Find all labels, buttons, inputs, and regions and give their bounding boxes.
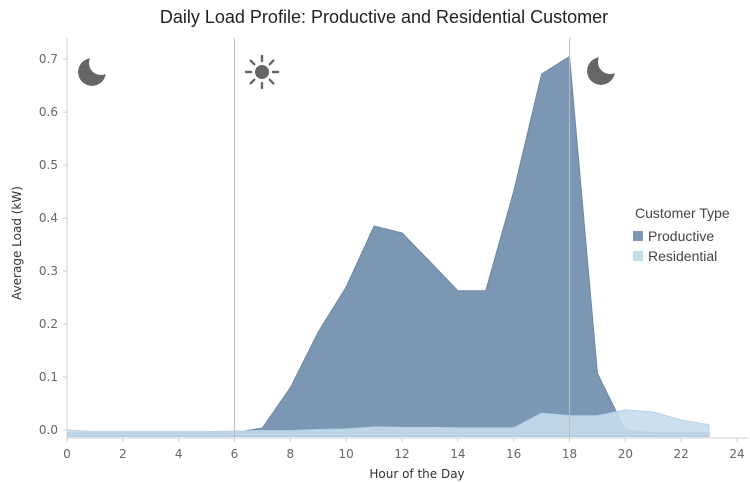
legend-label-residential: Residential: [648, 248, 717, 264]
legend-title: Customer Type: [635, 205, 730, 221]
y-tick-label: 0.5: [39, 158, 58, 172]
x-tick-label: 18: [562, 447, 577, 461]
sun-icon: [244, 54, 280, 90]
areas: [66, 55, 710, 437]
y-axis-title: Average Load (kW): [10, 186, 24, 300]
x-tick-label: 2: [119, 447, 127, 461]
legend-swatch-residential: [633, 251, 643, 261]
x-tick-label: 16: [506, 447, 521, 461]
y-tick-label: 0.4: [39, 211, 58, 225]
x-tick-label: 20: [618, 447, 633, 461]
x-tick-label: 22: [674, 447, 689, 461]
x-tick-label: 6: [231, 447, 239, 461]
y-tick-label: 0.7: [39, 52, 58, 66]
x-tick-label: 10: [339, 447, 354, 461]
y-tick-label: 0.6: [39, 105, 58, 119]
area-residential: [66, 409, 710, 437]
y-tick-label: 0.1: [39, 370, 58, 384]
y-tick-label: 0.2: [39, 317, 58, 331]
moon-icon: [587, 57, 615, 85]
legend: Customer Type Productive Residential: [633, 205, 730, 264]
moon-icon: [78, 58, 106, 86]
x-axis-title: Hour of the Day: [369, 467, 464, 481]
x-ticks: 0 2 4 6 8 10 12 14 16 18 20 22 24: [63, 438, 745, 461]
y-ticks: 0.0 0.1 0.2 0.3 0.4 0.5 0.6 0.7: [39, 52, 67, 437]
x-tick-label: 24: [729, 447, 744, 461]
legend-label-productive: Productive: [648, 228, 714, 244]
x-tick-label: 12: [394, 447, 409, 461]
reference-lines: [234, 38, 570, 438]
x-tick-label: 0: [63, 447, 71, 461]
x-tick-label: 4: [175, 447, 183, 461]
y-tick-label: 0.0: [39, 423, 58, 437]
x-tick-label: 14: [450, 447, 465, 461]
x-tick-label: 8: [287, 447, 295, 461]
legend-swatch-productive: [633, 231, 643, 241]
chart-title: Daily Load Profile: Productive and Resid…: [160, 7, 608, 27]
y-tick-label: 0.3: [39, 264, 58, 278]
